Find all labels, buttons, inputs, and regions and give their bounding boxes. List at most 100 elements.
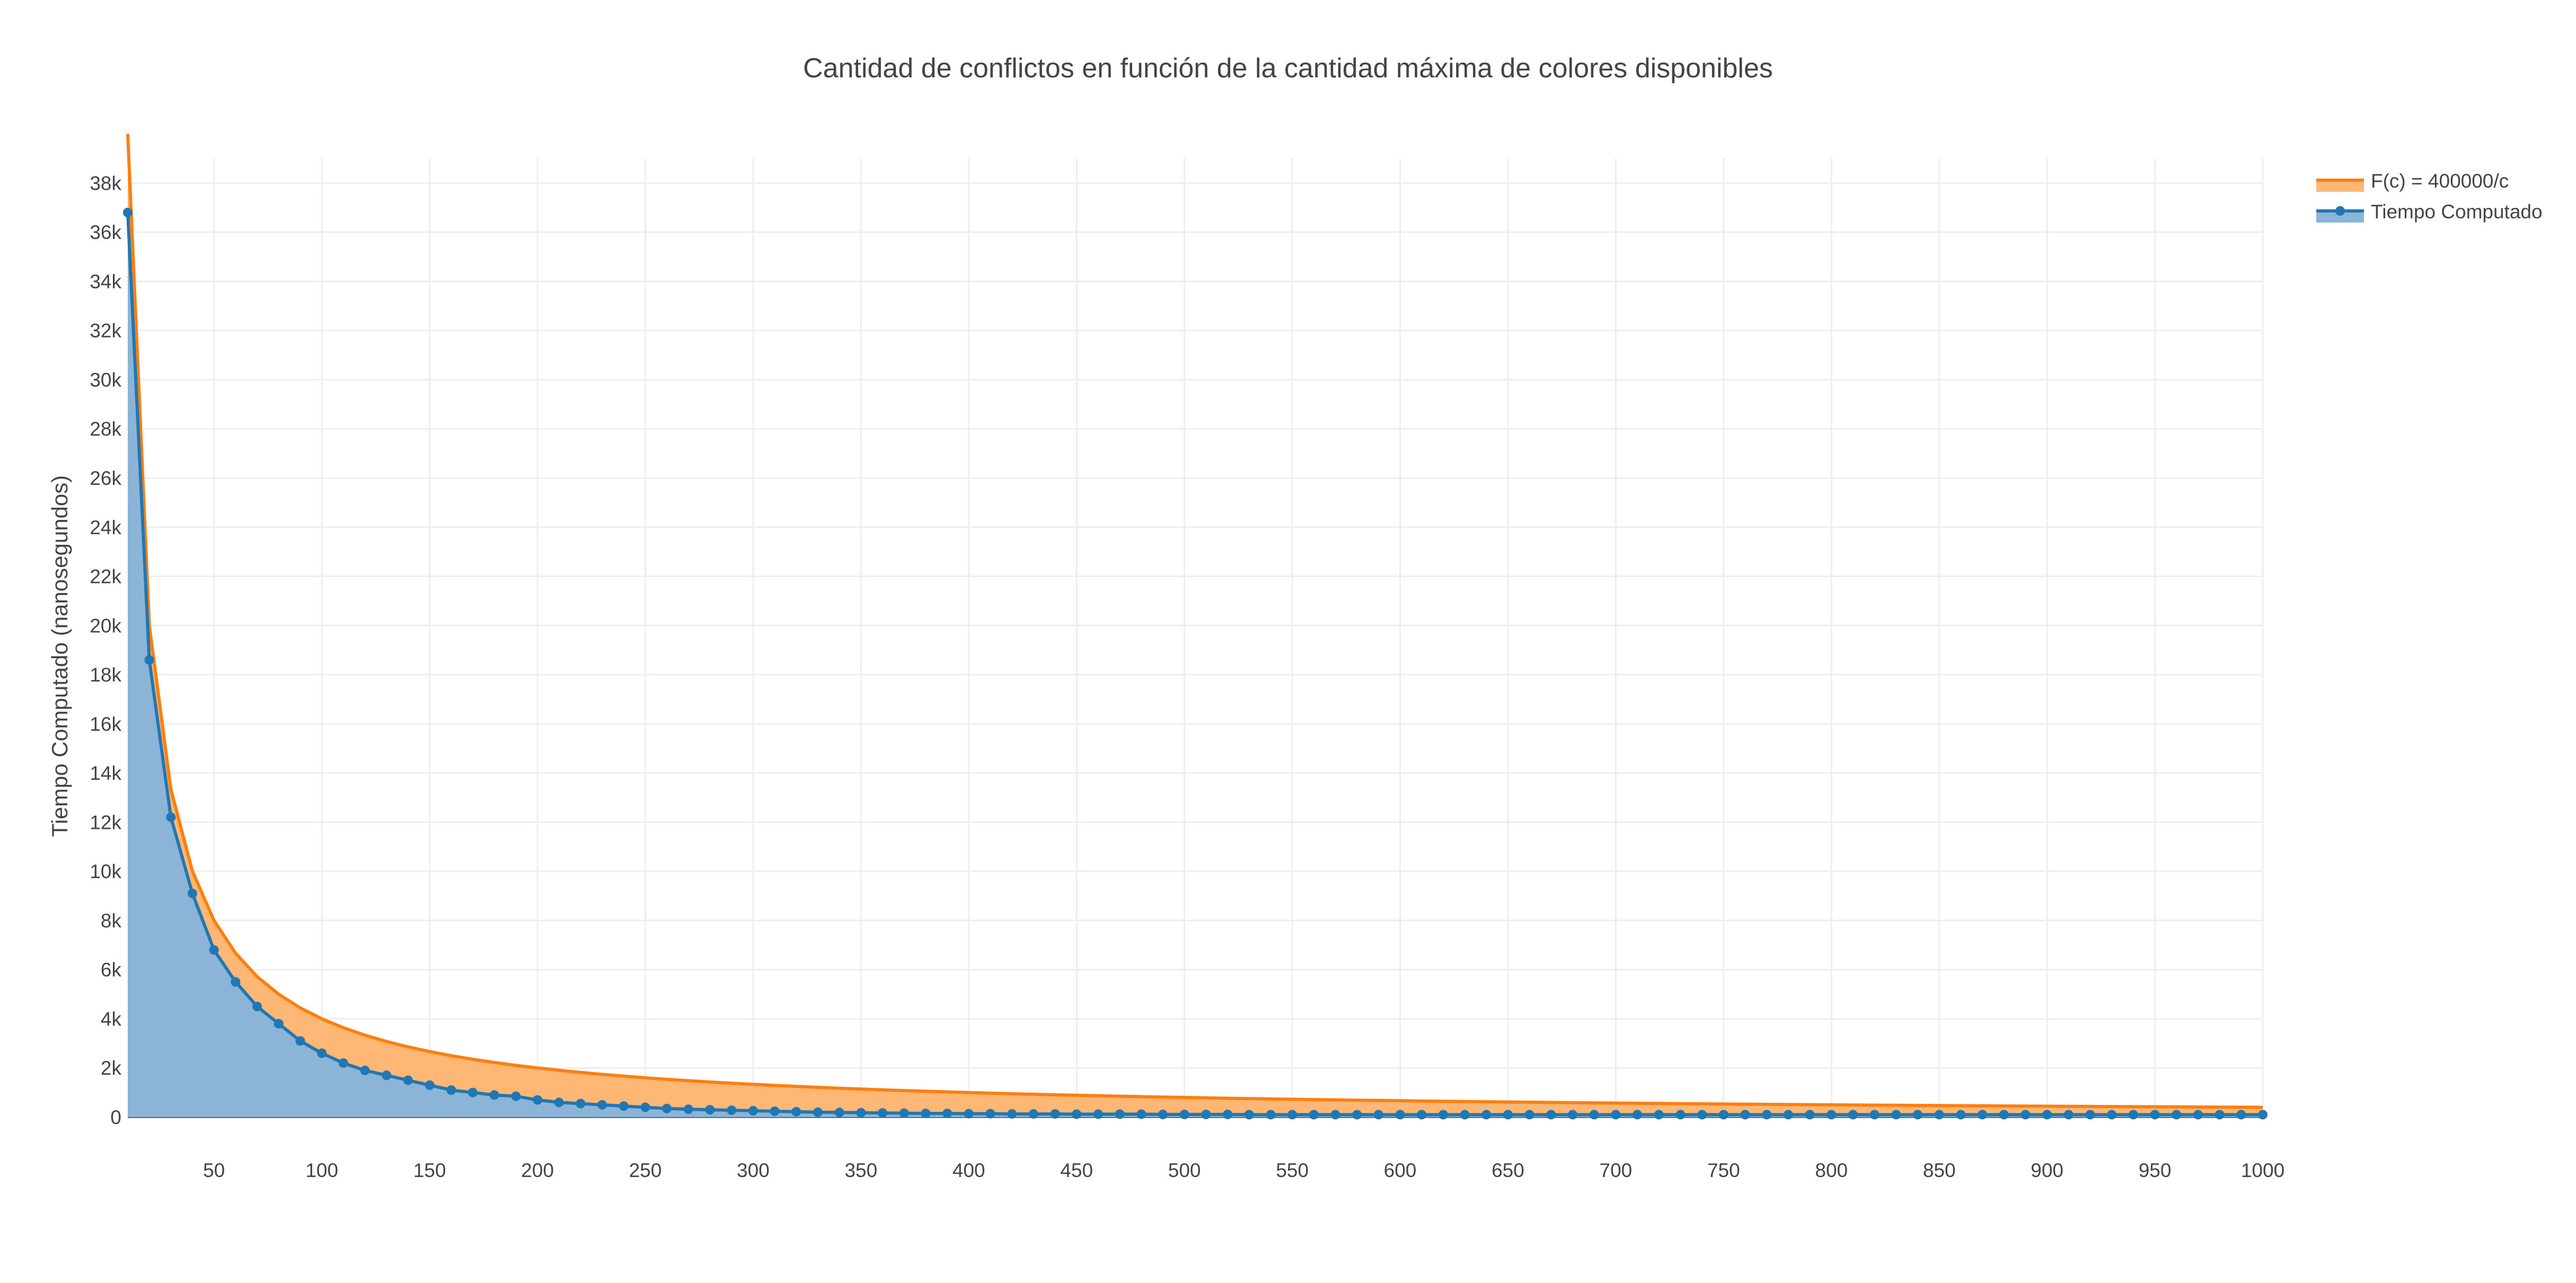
tiempo-data-point — [1762, 1110, 1772, 1120]
tiempo-data-point — [317, 1048, 327, 1058]
x-tick-label: 650 — [1492, 1160, 1524, 1181]
tiempo-data-point — [1201, 1109, 1211, 1119]
legend-label: Tiempo Computado — [2371, 201, 2543, 223]
y-tick-label: 14k — [90, 763, 121, 784]
legend-label: F(c) = 400000/c — [2371, 170, 2509, 192]
tiempo-data-point — [813, 1107, 823, 1117]
tiempo-data-point — [338, 1058, 348, 1068]
tiempo-data-point — [1589, 1110, 1599, 1120]
tiempo-data-point — [2128, 1110, 2138, 1120]
tiempo-series-line — [126, 212, 2263, 1117]
y-tick-label: 18k — [90, 664, 121, 686]
tiempo-data-point — [2021, 1110, 2031, 1120]
tiempo-data-point — [166, 812, 176, 822]
x-tick-label: 850 — [1923, 1160, 1956, 1181]
tiempo-data-point — [425, 1080, 435, 1090]
tiempo-data-point — [1697, 1110, 1707, 1120]
x-tick-label: 700 — [1600, 1160, 1633, 1181]
tiempo-data-point — [1848, 1110, 1858, 1120]
tiempo-data-point — [1438, 1110, 1448, 1120]
tiempo-data-point — [942, 1109, 952, 1119]
x-tick-label: 800 — [1815, 1160, 1848, 1181]
x-tick-label: 500 — [1168, 1160, 1201, 1181]
tiempo-data-point — [921, 1109, 931, 1119]
tiempo-data-point — [1072, 1109, 1082, 1119]
x-tick-label: 250 — [629, 1160, 662, 1181]
tiempo-data-point — [360, 1065, 370, 1075]
y-tick-label: 4k — [101, 1008, 122, 1030]
y-tick-label: 0 — [110, 1107, 121, 1128]
tiempo-data-point — [467, 1087, 478, 1098]
tiempo-data-point — [144, 655, 154, 665]
y-tick-label: 26k — [90, 467, 121, 489]
y-axis-label: Tiempo Computado (nanosegundos) — [47, 475, 72, 837]
x-tick-label: 100 — [305, 1160, 338, 1181]
tiempo-data-point — [1266, 1110, 1276, 1120]
tiempo-data-point — [1611, 1110, 1621, 1120]
x-tick-label: 1000 — [2241, 1160, 2284, 1181]
tiempo-data-point — [446, 1085, 456, 1095]
legend-swatch-fill — [2316, 211, 2364, 223]
tiempo-data-point — [1007, 1109, 1017, 1119]
tiempo-data-point — [1481, 1110, 1492, 1120]
tiempo-data-point — [1654, 1110, 1664, 1120]
tiempo-data-point — [1503, 1110, 1513, 1120]
tiempo-data-point — [1417, 1110, 1427, 1120]
tiempo-data-point — [1718, 1110, 1728, 1120]
tiempo-data-point — [1546, 1110, 1556, 1120]
tiempo-data-point — [878, 1108, 888, 1118]
tiempo-data-point — [1093, 1109, 1103, 1119]
tiempo-data-point — [1633, 1110, 1643, 1120]
tiempo-data-point — [1244, 1110, 1254, 1120]
tiempo-data-point — [123, 208, 133, 218]
x-tick-label: 450 — [1060, 1160, 1093, 1181]
tiempo-data-point — [1460, 1110, 1470, 1120]
y-tick-label: 36k — [90, 222, 121, 243]
tiempo-data-point — [1524, 1110, 1534, 1120]
tiempo-data-point — [1136, 1109, 1146, 1119]
x-axis-ticks: 50 100 150 200 250 300 350 400 450 500 550 600 650 70… — [203, 1160, 2284, 1181]
tiempo-data-point — [1050, 1109, 1060, 1119]
tiempo-data-point — [511, 1091, 521, 1101]
tiempo-data-point — [2215, 1110, 2225, 1120]
tiempo-area-fill — [128, 213, 2263, 1117]
tiempo-data-point — [274, 1019, 284, 1029]
x-tick-label: 900 — [2031, 1160, 2063, 1181]
x-tick-label: 150 — [413, 1160, 446, 1181]
x-tick-label: 350 — [844, 1160, 877, 1181]
tiempo-data-point — [533, 1095, 543, 1105]
tiempo-data-point — [1028, 1109, 1038, 1119]
tiempo-data-point — [188, 888, 198, 898]
tiempo-data-point — [834, 1108, 844, 1118]
x-tick-label: 200 — [521, 1160, 554, 1181]
tiempo-data-point — [1395, 1110, 1405, 1120]
tiempo-data-point — [554, 1098, 564, 1108]
tiempo-data-point — [964, 1109, 974, 1119]
y-tick-label: 30k — [90, 369, 121, 391]
function-series-line — [126, 134, 2263, 1109]
tiempo-data-point — [748, 1105, 758, 1116]
tiempo-data-point — [856, 1108, 866, 1118]
y-axis-ticks: 0 2k 4k 6k 8k 10k 12k 14k 16k 18k 20k 22k 24k 26k 28k 3… — [90, 172, 121, 1128]
tiempo-data-point — [1158, 1109, 1168, 1119]
y-tick-label: 10k — [90, 861, 121, 882]
y-tick-label: 6k — [101, 959, 122, 981]
tiempo-data-point — [619, 1101, 629, 1111]
tiempo-data-point — [2085, 1110, 2095, 1120]
tiempo-data-point — [899, 1108, 909, 1118]
tiempo-data-point — [295, 1036, 305, 1046]
x-tick-label: 300 — [737, 1160, 770, 1181]
tiempo-data-point — [640, 1102, 650, 1112]
tiempo-data-point — [1568, 1110, 1578, 1120]
tiempo-data-point — [1956, 1110, 1966, 1120]
y-tick-label: 20k — [90, 615, 121, 636]
tiempo-data-point — [576, 1099, 586, 1109]
tiempo-data-point — [1740, 1110, 1750, 1120]
tiempo-data-point — [489, 1090, 499, 1100]
tiempo-data-point — [597, 1100, 607, 1110]
tiempo-data-point — [1675, 1110, 1686, 1120]
y-tick-label: 16k — [90, 713, 121, 735]
tiempo-data-point — [403, 1075, 413, 1085]
tiempo-data-point — [2258, 1110, 2268, 1120]
